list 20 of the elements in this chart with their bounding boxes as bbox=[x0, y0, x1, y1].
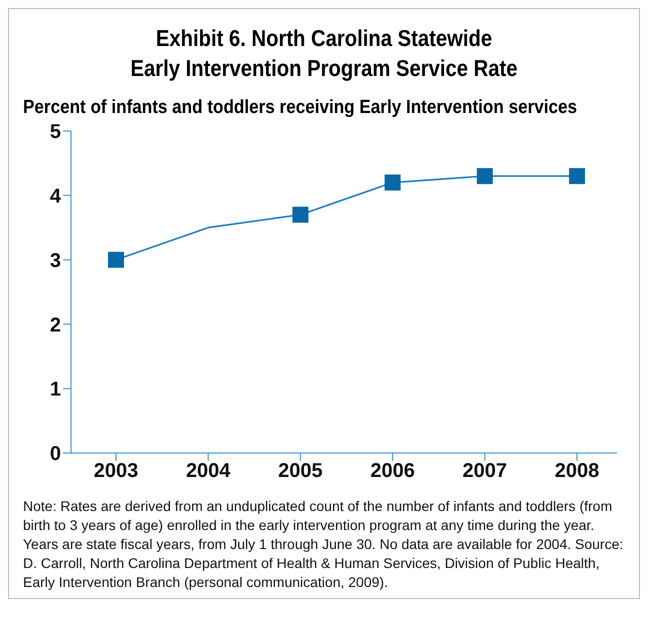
y-axis-title: Percent of infants and toddlers receiving Early Intervention services bbox=[23, 97, 578, 119]
y-tick-label: 2 bbox=[50, 314, 61, 336]
point bbox=[476, 168, 493, 184]
y-tick-label: 4 bbox=[50, 186, 62, 208]
text: Note: Rates are derived from an unduplicated count of the number of infants and toddlers (from birth to 3 years of age) enrolled in the early intervention program at any time during the year. Years are state fiscal years, from July 1 through June 30. No data are available for 2004. Source: D. Carroll, North Carolina Department of Health & Human Services, Division of Public Health, Early Intervention Branch (personal communication, 2009). bbox=[23, 497, 624, 592]
point bbox=[569, 168, 585, 184]
y-tick-label: 1 bbox=[50, 378, 61, 401]
x-tick-label: 2007 bbox=[462, 460, 508, 482]
x-tick-label: 2004 bbox=[186, 460, 232, 482]
x-tick-label: 2003 bbox=[94, 460, 138, 482]
y-tick-label: 0 bbox=[50, 443, 61, 466]
point bbox=[292, 206, 308, 223]
chart-title: Exhibit 6. North Carolina Statewide Early Intervention Program Service Rate bbox=[130, 24, 518, 83]
y-tick-label: 3 bbox=[50, 250, 61, 272]
y-tick-label: 5 bbox=[50, 121, 61, 144]
point bbox=[384, 174, 401, 191]
point bbox=[108, 252, 124, 268]
x-tick-label: 2008 bbox=[554, 460, 600, 482]
x-tick-label: 2005 bbox=[278, 460, 323, 482]
x-tick-label: 2006 bbox=[370, 460, 415, 482]
